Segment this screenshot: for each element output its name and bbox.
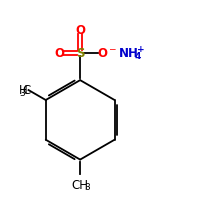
Text: 3: 3 [19, 89, 25, 98]
Text: O: O [54, 47, 64, 60]
Text: CH: CH [72, 179, 89, 192]
Text: −: − [108, 44, 115, 53]
Text: 4: 4 [134, 52, 141, 61]
Text: +: + [137, 45, 144, 54]
Text: S: S [76, 47, 84, 60]
Text: O: O [75, 24, 85, 37]
Text: C: C [23, 84, 31, 97]
Text: O: O [97, 47, 107, 60]
Text: H: H [19, 84, 28, 97]
Text: 3: 3 [85, 183, 90, 192]
Text: NH: NH [119, 47, 139, 60]
